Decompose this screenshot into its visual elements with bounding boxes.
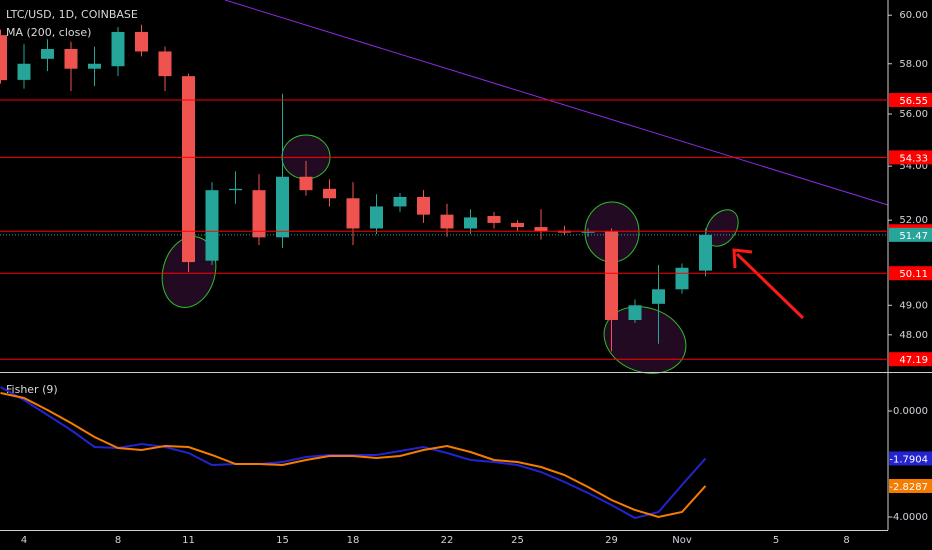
candle-body (511, 222, 524, 228)
candle-body (0, 35, 7, 81)
indicator-line (0, 386, 707, 520)
value-label: -2.8287 (889, 482, 928, 493)
candle-body (17, 63, 31, 80)
y-tick-label: 54.00 (899, 161, 928, 172)
candle-body (487, 216, 501, 223)
level-label: 56.55 (899, 96, 928, 107)
level-label-bg (889, 266, 932, 281)
candle-body (158, 51, 172, 77)
level-label: 54.33 (899, 153, 928, 164)
candle-body (534, 227, 548, 232)
x-tick-label: 25 (511, 535, 524, 546)
x-tick-label: 8 (115, 535, 121, 546)
price-label-bg (889, 227, 932, 242)
candle-body (440, 214, 454, 229)
trend-line (224, 0, 889, 206)
y-tick-label: 56.00 (899, 109, 928, 120)
x-tick-label: 22 (441, 535, 454, 546)
candle-body (276, 176, 289, 238)
candle-body (41, 49, 54, 59)
candles (0, 24, 712, 352)
candle-body (652, 289, 665, 304)
candle-body (370, 206, 383, 229)
candle-body (628, 305, 642, 320)
candle-body (675, 267, 689, 290)
chart-title: LTC/USD, 1D, COINBASE (6, 8, 138, 21)
candle-body (135, 32, 148, 52)
x-tick-label: 5 (773, 535, 779, 546)
indicator-title: MA (200, close) (6, 26, 91, 39)
highlight-circle (603, 306, 687, 374)
indicator-title: Fisher (9) (6, 383, 58, 396)
candle-body (182, 76, 195, 263)
candle-body (205, 190, 219, 261)
y-tick-label: 58.00 (899, 59, 928, 70)
y-tick-label: -4.0000 (889, 512, 928, 523)
x-tick-label: 8 (843, 535, 849, 546)
y-tick-label: 49.00 (899, 300, 928, 311)
candle-body (252, 190, 266, 238)
candle-body (229, 188, 242, 191)
value-label: -1.7904 (889, 454, 928, 465)
y-tick-label: 0.0000 (893, 406, 928, 417)
candle-body (699, 234, 712, 271)
y-tick-label: 52.00 (899, 215, 928, 226)
candle-body (581, 231, 595, 233)
y-tick-label: 60.00 (899, 10, 928, 21)
x-tick-label: 11 (182, 535, 195, 546)
candle-body (464, 217, 477, 229)
level-label-bg (889, 150, 932, 165)
candle-body (111, 32, 125, 67)
level-label-bg (889, 352, 932, 367)
x-tick-label: 29 (605, 535, 618, 546)
y-tick-label: 48.00 (899, 330, 928, 341)
candle-body (299, 176, 313, 191)
x-tick-label: 4 (21, 535, 27, 546)
level-label: 47.19 (899, 355, 928, 366)
x-tick-label: 18 (347, 535, 360, 546)
candle-body (417, 196, 430, 215)
annotations (161, 0, 889, 374)
arrow (732, 248, 805, 320)
candle-body (346, 198, 360, 229)
candle-body (323, 188, 336, 199)
level-label-bg (889, 93, 932, 108)
candle-body (393, 196, 407, 207)
value-label-bg (889, 478, 932, 493)
level-label: 50.11 (899, 269, 928, 280)
x-tick-label: Nov (672, 535, 692, 546)
candle-body (88, 63, 101, 69)
indicator-line (0, 392, 707, 519)
candle-body (605, 231, 618, 320)
x-tick-label: 15 (276, 535, 289, 546)
price-label: 51.47 (899, 231, 928, 242)
value-label-bg (889, 451, 932, 466)
candle-body (64, 49, 78, 69)
